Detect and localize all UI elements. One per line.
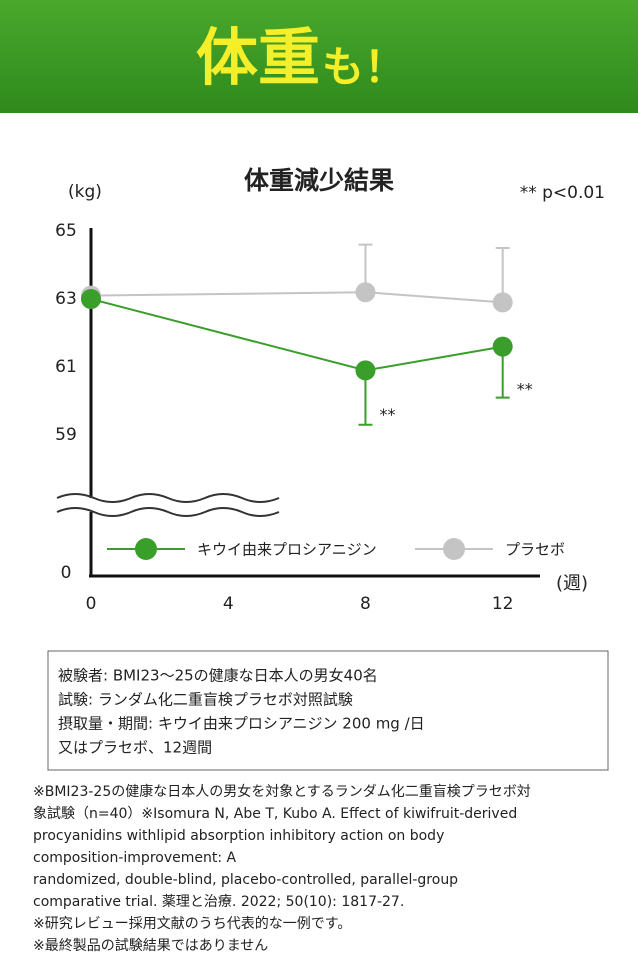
data-point bbox=[492, 292, 513, 313]
info-line: 又はプラセボ、12週間 bbox=[58, 739, 212, 757]
significance-note: ** p<0.01 bbox=[520, 183, 605, 203]
info-line: 試験: ランダム化二重盲検プラセボ対照試験 bbox=[58, 691, 353, 709]
x-tick-label: 8 bbox=[360, 594, 371, 614]
significance-mark: ** bbox=[379, 405, 395, 424]
footnote: ※BMI23-25の健康な日本人の男女を対象とするランダム化二重盲検プラセボ対 bbox=[33, 783, 531, 800]
header-title: 体重 bbox=[196, 21, 320, 94]
series-line bbox=[90, 291, 503, 304]
footnote: comparative trial. 薬理と治療. 2022; 50(10): … bbox=[33, 893, 404, 910]
chart-title: 体重減少結果 bbox=[244, 166, 394, 195]
y-tick-label: 61 bbox=[55, 357, 77, 377]
data-point bbox=[355, 360, 376, 381]
y-axis-label: (kg) bbox=[68, 182, 102, 202]
info-box bbox=[47, 650, 609, 771]
info-line: 被験者: BMI23〜25の健康な日本人の男女40名 bbox=[58, 667, 378, 685]
info-line: 摂取量・期間: キウイ由来プロシアニジン 200 mg /日 bbox=[58, 715, 425, 733]
x-tick-label: 4 bbox=[223, 594, 234, 614]
data-point bbox=[81, 289, 101, 309]
data-point bbox=[355, 282, 376, 303]
significance-mark: ** bbox=[517, 380, 533, 399]
footnote: randomized, double-blind, placebo-contro… bbox=[33, 872, 458, 888]
footnote: ※研究レビュー採用文献のうち代表的な一例です。 bbox=[33, 916, 351, 932]
y-tick-label: 0 bbox=[61, 563, 72, 583]
y-tick-label: 65 bbox=[55, 221, 77, 241]
axis-break-line bbox=[56, 493, 280, 503]
legend-marker bbox=[443, 538, 465, 560]
footnote: ※最終製品の試験結果ではありません bbox=[33, 938, 268, 954]
data-point bbox=[492, 336, 513, 357]
footnote: composition-improvement: A bbox=[33, 850, 237, 866]
legend-label: キウイ由来プロシアニジン bbox=[197, 541, 377, 559]
legend-label: プラセボ bbox=[505, 541, 565, 559]
series-line bbox=[90, 298, 503, 372]
axis-break-line bbox=[56, 507, 280, 517]
x-tick-label: 0 bbox=[86, 594, 97, 614]
x-axis-label: (週) bbox=[556, 573, 588, 594]
legend-marker bbox=[135, 538, 157, 560]
y-tick-label: 63 bbox=[55, 289, 77, 309]
y-tick-label: 59 bbox=[55, 425, 77, 445]
header-band bbox=[0, 0, 638, 113]
x-tick-label: 12 bbox=[492, 594, 514, 614]
axis-break-gap bbox=[57, 498, 502, 512]
footnote: procyanidins withlipid absorption inhibi… bbox=[33, 828, 444, 844]
header-title-sub: も！ bbox=[322, 43, 406, 92]
footnote: 象試験（n=40）※Isomura N, Abe T, Kubo A. Effe… bbox=[33, 806, 517, 822]
